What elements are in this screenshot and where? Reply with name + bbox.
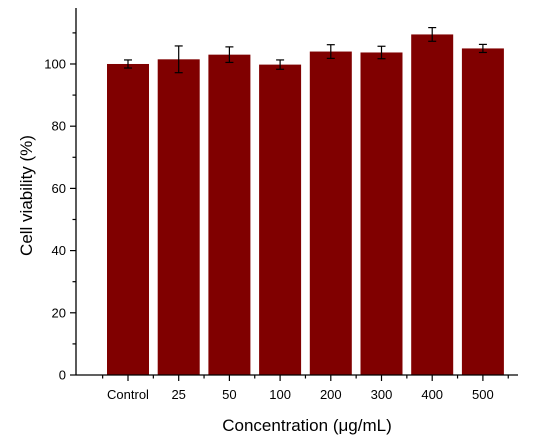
- error-bar: [326, 44, 335, 59]
- bars-group: [107, 34, 504, 376]
- x-tick-label: 300: [371, 387, 393, 402]
- bar: [107, 63, 149, 375]
- error-bar: [225, 46, 234, 64]
- bar: [208, 54, 251, 376]
- error-bar: [478, 43, 487, 54]
- error-bar: [124, 59, 132, 69]
- x-tick-label: 100: [269, 387, 291, 402]
- y-tick-label: 60: [52, 181, 66, 196]
- y-tick-label: 0: [59, 368, 66, 383]
- bar: [309, 51, 352, 376]
- bar: [259, 64, 302, 375]
- x-tick-label: 200: [320, 387, 342, 402]
- x-axis-title: Concentration (μg/mL): [222, 416, 391, 435]
- x-axis: Control 25 50 100 200 300 400 500: [76, 374, 518, 402]
- error-bar: [174, 45, 183, 74]
- bar: [157, 59, 200, 375]
- bar: [360, 52, 403, 375]
- y-tick-label: 80: [52, 119, 66, 134]
- error-bar: [428, 26, 437, 42]
- bar: [411, 34, 454, 376]
- error-bars-group: [124, 26, 487, 74]
- y-tick-label: 100: [44, 56, 66, 71]
- error-bar: [377, 45, 386, 60]
- x-tick-label: 25: [171, 387, 185, 402]
- x-tick-label: 400: [421, 387, 443, 402]
- x-tick-label: 500: [472, 387, 494, 402]
- y-tick-label: 20: [52, 305, 66, 320]
- x-tick-label: 50: [222, 387, 236, 402]
- bar: [461, 48, 504, 376]
- y-axis: 0 20 40 60 80 100: [44, 8, 77, 383]
- y-axis-title: Cell viability (%): [17, 135, 36, 256]
- y-tick-label: 40: [52, 243, 66, 258]
- x-tick-label: Control: [107, 387, 149, 402]
- error-bar: [276, 59, 285, 70]
